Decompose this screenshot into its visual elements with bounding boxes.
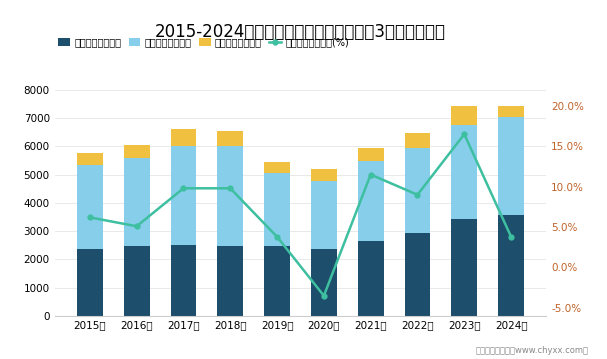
Bar	[311, 169, 337, 181]
Bar	[452, 219, 477, 316]
Line: 销售费用累计增长(%): 销售费用累计增长(%)	[87, 132, 514, 298]
Bar	[171, 146, 196, 245]
Bar	[217, 131, 243, 146]
销售费用累计增长(%)	[226, 186, 234, 190]
Bar	[498, 106, 524, 117]
Bar	[264, 246, 290, 316]
Bar	[171, 129, 196, 146]
销售费用累计增长(%)	[507, 235, 515, 239]
Bar	[124, 158, 149, 246]
Bar	[358, 161, 384, 241]
Bar	[171, 245, 196, 316]
Legend: 销售费用（亿元）, 管理费用（亿元）, 财务费用（亿元）, 销售费用累计增长(%): 销售费用（亿元）, 管理费用（亿元）, 财务费用（亿元）, 销售费用累计增长(%…	[55, 33, 353, 51]
Bar	[311, 181, 337, 249]
销售费用累计增长(%)	[414, 192, 421, 197]
Bar	[77, 153, 103, 165]
Bar	[358, 148, 384, 161]
Bar	[311, 249, 337, 316]
销售费用累计增长(%)	[86, 215, 93, 220]
Bar	[498, 117, 524, 215]
销售费用累计增长(%)	[180, 186, 187, 190]
Bar	[124, 145, 149, 158]
Bar	[124, 246, 149, 316]
销售费用累计增长(%)	[461, 132, 468, 136]
Bar	[405, 133, 430, 148]
Bar	[498, 215, 524, 316]
Bar	[264, 162, 290, 173]
销售费用累计增长(%)	[133, 224, 140, 228]
Bar	[405, 148, 430, 233]
Bar	[452, 125, 477, 219]
销售费用累计增长(%)	[273, 235, 280, 239]
Bar	[405, 233, 430, 316]
Bar	[264, 173, 290, 246]
Bar	[358, 241, 384, 316]
Bar	[77, 165, 103, 250]
Bar	[77, 250, 103, 316]
销售费用累计增长(%)	[367, 172, 375, 177]
Bar	[452, 106, 477, 125]
销售费用累计增长(%)	[320, 294, 328, 298]
Bar	[217, 246, 243, 316]
Title: 2015-2024年电气机械和器材制造业企业3类费用统计图: 2015-2024年电气机械和器材制造业企业3类费用统计图	[155, 23, 446, 41]
Text: 制图：智研咨询（www.chyxx.com）: 制图：智研咨询（www.chyxx.com）	[476, 346, 589, 355]
Bar	[217, 146, 243, 246]
